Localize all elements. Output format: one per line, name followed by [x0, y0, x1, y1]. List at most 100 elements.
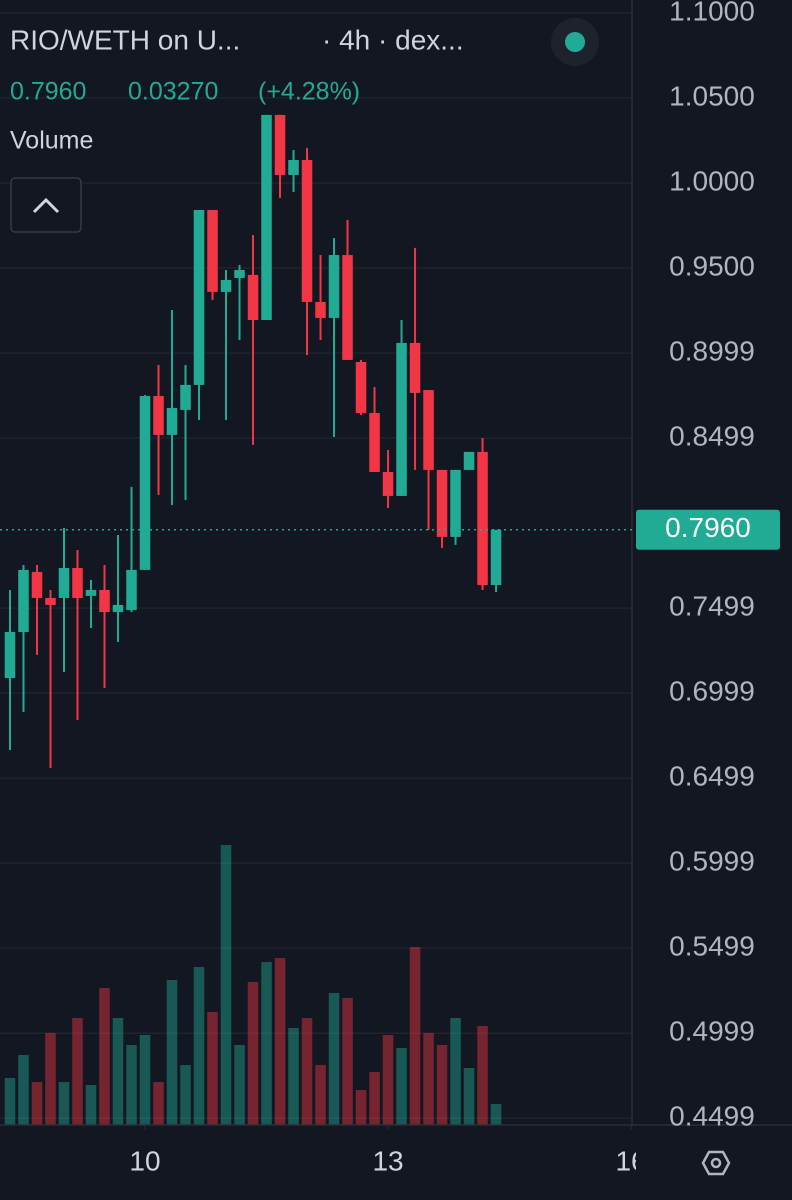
header-change: 0.03270	[128, 78, 218, 106]
settings-button[interactable]	[701, 1150, 731, 1176]
volume-bar	[193, 967, 205, 1125]
candle-body	[180, 384, 191, 410]
candle-body	[4, 631, 16, 679]
candle-body	[166, 408, 178, 435]
volume-bar	[342, 998, 353, 1125]
candle-body	[247, 274, 259, 320]
y-tick-label: 1.1000	[669, 0, 755, 26]
volume-bar	[180, 1065, 191, 1125]
candle-layer	[4, 114, 502, 768]
candle-body	[112, 604, 124, 613]
x-axis: 10 13 16	[129, 1125, 646, 1176]
chevron-up[interactable]	[32, 197, 60, 214]
volume-bar	[436, 1045, 448, 1125]
candle-body	[234, 269, 245, 278]
y-tick-label: 1.0000	[669, 165, 755, 196]
settings-icon[interactable]	[701, 1150, 731, 1176]
volume-bar	[423, 1033, 434, 1125]
header-price: 0.7960	[10, 78, 86, 106]
candle-body	[18, 569, 29, 632]
price-marker: 0.7960	[0, 509, 780, 550]
volume-bar	[4, 1078, 16, 1125]
candle-body	[463, 451, 475, 470]
volume-bar	[31, 1082, 43, 1125]
candle-body	[342, 255, 353, 360]
volume-bar	[463, 1068, 475, 1125]
y-tick-label: 0.8499	[669, 421, 755, 452]
candle-body	[58, 568, 70, 598]
candle-body	[396, 342, 407, 496]
candle-body	[85, 589, 97, 596]
candle-body	[261, 114, 272, 320]
candle-body	[193, 209, 205, 385]
volume-bar	[315, 1065, 326, 1125]
y-tick-label: 0.6999	[669, 676, 755, 707]
candle-body	[450, 469, 461, 537]
grid	[0, 12, 632, 1119]
volume-bar	[247, 982, 259, 1125]
candle-body	[315, 301, 326, 318]
volume-bar	[490, 1104, 502, 1125]
volume-bar	[328, 993, 340, 1125]
candle-body	[45, 597, 56, 605]
y-tick-label: 0.8999	[669, 336, 755, 367]
interval: · 4h · dex...	[322, 24, 464, 55]
volume-bar	[207, 1012, 218, 1125]
candle-body	[436, 469, 448, 537]
candle-body	[369, 412, 380, 472]
candle-body	[220, 280, 232, 292]
y-axis: 1.1000 1.0500 1.0000 0.9500 0.8999 0.8499 0.74…	[669, 0, 755, 1132]
volume-bar	[288, 1028, 299, 1125]
candle-body	[288, 159, 299, 175]
volume-bar	[369, 1072, 380, 1125]
candle-body	[328, 255, 340, 318]
settings-icon-center[interactable]	[710, 1157, 722, 1169]
candle-body	[490, 529, 502, 586]
volume-bar	[139, 1035, 151, 1125]
y-tick-label: 0.6499	[669, 761, 755, 792]
y-tick-label: 1.0500	[669, 80, 755, 111]
volume-bar	[45, 1033, 56, 1125]
candle-body	[382, 471, 394, 496]
candle-body	[207, 209, 218, 292]
candle-body	[355, 361, 367, 413]
candle-body	[301, 159, 313, 302]
candle-body	[126, 569, 137, 611]
volume-bar	[261, 962, 272, 1125]
volume-bar	[355, 1090, 367, 1125]
last-price-box	[636, 509, 780, 550]
volume-bar	[220, 845, 232, 1125]
volume-bar	[234, 1045, 245, 1125]
volume-bar	[72, 1018, 83, 1125]
volume-bar	[112, 1018, 124, 1125]
volume-bar	[153, 1082, 164, 1125]
candle-body	[72, 568, 83, 598]
y-tick-label: 0.5999	[669, 846, 755, 877]
volume-bar	[301, 1018, 313, 1125]
volume-layer	[4, 845, 502, 1125]
button-box[interactable]	[10, 177, 82, 233]
candle-body	[153, 395, 164, 435]
candle-body	[99, 589, 110, 613]
volume-bar	[18, 1055, 29, 1125]
x-tick-label: 16	[615, 1145, 646, 1176]
volume-bar	[274, 958, 286, 1125]
candle-body	[477, 451, 488, 586]
x-tick-label: 13	[372, 1145, 403, 1176]
volume-bar	[409, 947, 421, 1125]
y-tick-label: 0.4499	[669, 1101, 755, 1132]
volume-bar	[477, 1026, 488, 1125]
volume-bar	[58, 1082, 70, 1125]
status-dot	[565, 32, 585, 52]
candle-body	[31, 571, 43, 598]
volume-bar	[85, 1085, 97, 1125]
volume-bar	[99, 988, 110, 1125]
y-tick-label: 0.7499	[669, 591, 755, 622]
candle-body	[274, 114, 286, 175]
collapse-button[interactable]	[10, 177, 82, 233]
last-price-label: 0.7960	[665, 512, 751, 543]
y-tick-label: 0.5499	[669, 931, 755, 962]
candle-body	[139, 395, 151, 570]
